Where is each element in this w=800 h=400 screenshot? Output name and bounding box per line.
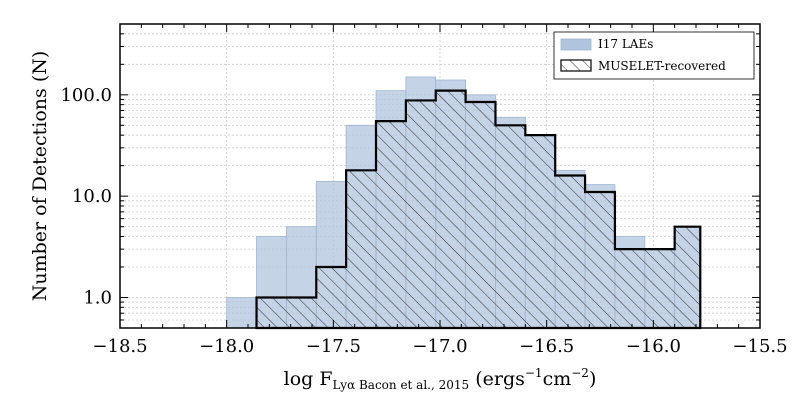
y-tick-label: 100.0 <box>60 85 112 106</box>
bar-muselet-recovered <box>525 135 556 328</box>
axis-ticks: −18.5 −18.0 −17.5 −17.0 −16.5 −16.0 −15.5 1.0 10… <box>60 23 788 357</box>
x-tick-label: −18.0 <box>199 336 254 357</box>
bar-muselet-recovered <box>555 175 586 328</box>
bar-muselet-recovered <box>435 90 466 329</box>
bar-muselet-recovered <box>346 170 376 328</box>
bar-muselet-recovered <box>614 249 645 328</box>
bar-muselet-recovered <box>644 249 675 328</box>
legend: I17 LAEs MUSELET-recovered <box>553 31 755 80</box>
legend-label-muselet-recovered: MUSELET-recovered <box>598 59 726 73</box>
legend-swatch-muselet-recovered <box>560 59 592 72</box>
legend-label-i17-laes: I17 LAEs <box>598 37 653 51</box>
x-tick-label: −18.5 <box>92 336 147 357</box>
bar-muselet-recovered <box>286 297 317 328</box>
bar-muselet-recovered <box>674 226 701 328</box>
bar-muselet-recovered <box>585 191 615 328</box>
y-tick-label: 1.0 <box>83 287 112 308</box>
bar-muselet-recovered <box>495 125 526 328</box>
x-tick-label: −17.5 <box>306 336 361 357</box>
bar-muselet-recovered <box>376 121 406 328</box>
muselet-recovered-outline <box>255 89 702 330</box>
legend-swatch-i17-laes <box>560 38 592 51</box>
x-tick-label: −15.5 <box>732 336 787 357</box>
bar-muselet-recovered <box>465 101 496 329</box>
y-tick-label: 10.0 <box>72 186 112 207</box>
muselet-recovered-bars <box>255 89 702 330</box>
bar-muselet-recovered <box>256 297 287 328</box>
bar-muselet-recovered <box>316 266 347 328</box>
x-tick-label: −16.0 <box>626 336 681 357</box>
x-tick-label: −17.0 <box>412 336 467 357</box>
bar-i17-laes <box>226 297 257 329</box>
y-axis-label: Number of Detections (N) <box>29 51 51 302</box>
x-axis-label: log FLyα Bacon et al., 2015 (ergs−1cm−2) <box>284 366 597 392</box>
bar-muselet-recovered <box>405 100 436 329</box>
x-tick-label: −16.5 <box>519 336 574 357</box>
